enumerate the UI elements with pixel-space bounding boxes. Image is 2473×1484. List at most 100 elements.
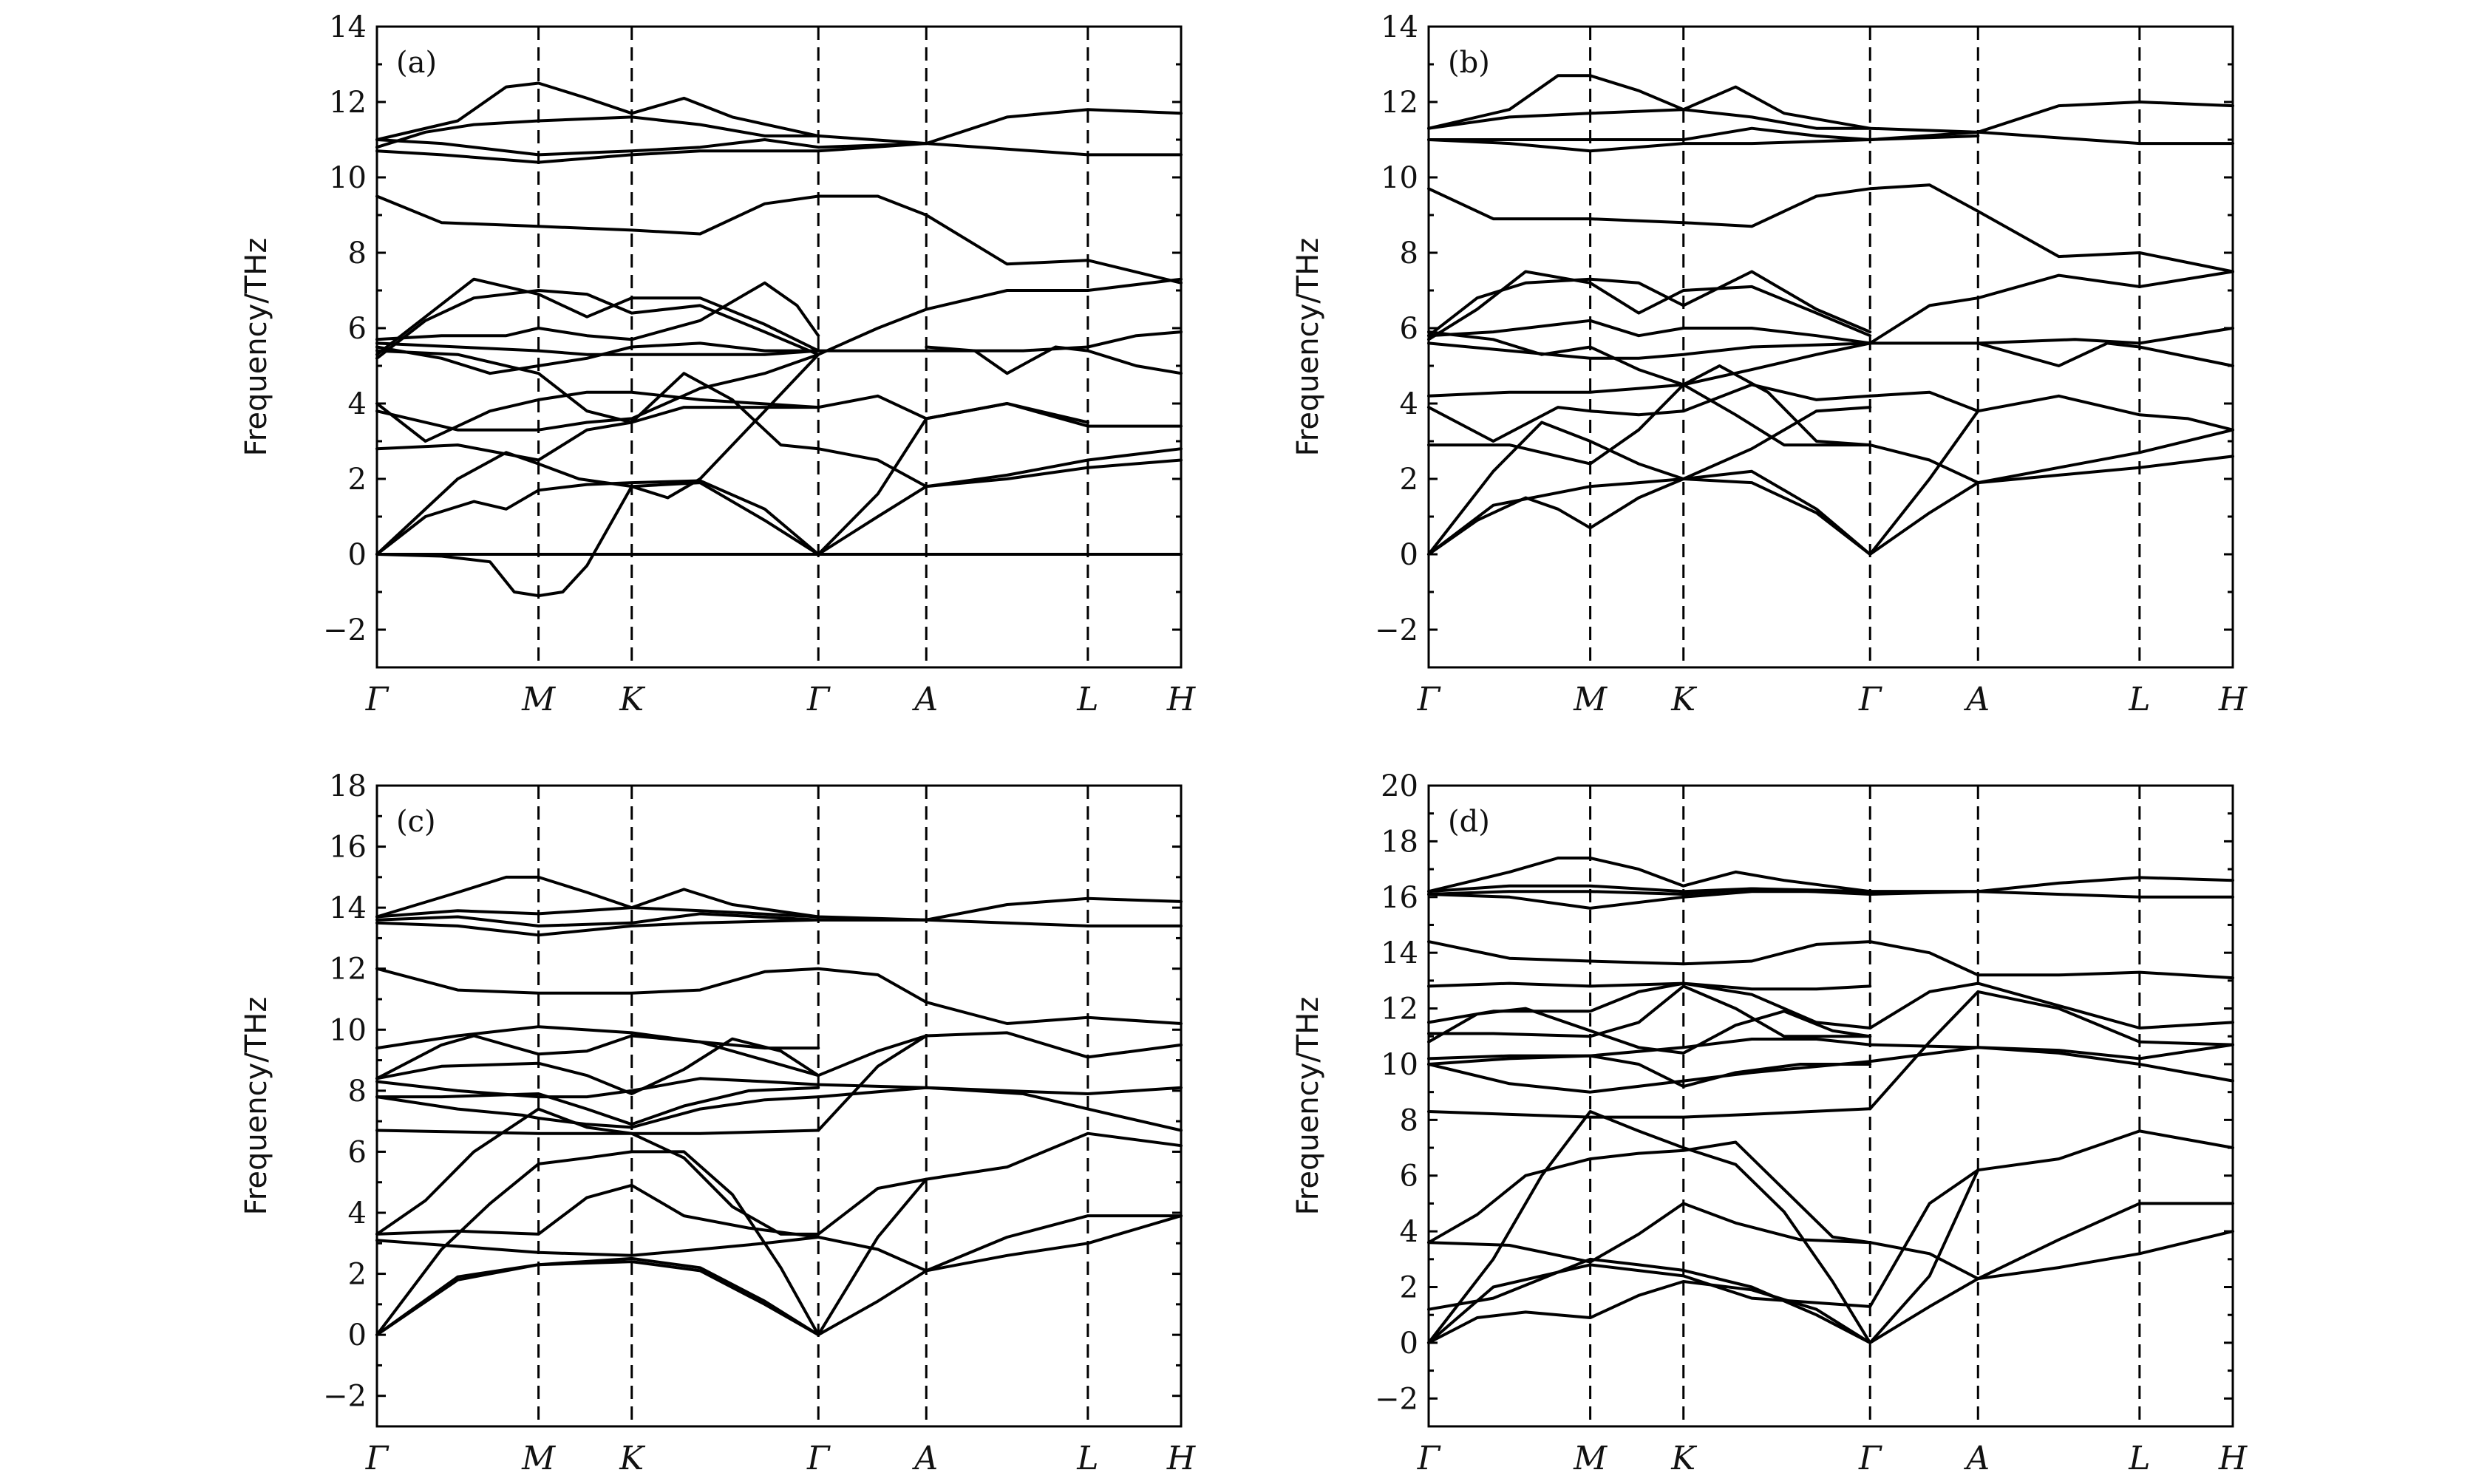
phonon-band — [925, 918, 1183, 928]
phonon-band — [817, 330, 1183, 353]
phonon-band — [1427, 270, 1872, 338]
phonon-band — [1976, 876, 2234, 894]
phonon-band — [1976, 101, 2234, 134]
y-tick-label: 14 — [1381, 10, 1418, 44]
y-axis-label: Frequency/THz — [1291, 238, 1325, 457]
y-tick-label: 2 — [348, 1258, 367, 1292]
panel-label: (b) — [1448, 46, 1490, 80]
phonon-band — [375, 1086, 820, 1126]
y-tick-label: 6 — [1400, 312, 1418, 346]
phonon-band — [375, 277, 820, 356]
plot-frame — [1427, 25, 2234, 669]
phonon-band — [375, 353, 820, 432]
phonon-band — [817, 1086, 1183, 1132]
phonon-band — [817, 277, 1183, 356]
phonon-band — [375, 81, 820, 141]
panel-b: −2 0 2 4 6 8 10 12 14 Γ M K Γ A L H Frequency/THz (b) — [1291, 10, 2248, 718]
y-tick-label: 16 — [329, 831, 367, 865]
plot-frame — [375, 784, 1183, 1428]
phonon-band — [1427, 857, 1872, 894]
phonon-band — [1868, 1129, 2234, 1344]
panel-label: (d) — [1448, 805, 1490, 839]
phonon-band — [375, 1077, 820, 1099]
phonon-band — [1976, 970, 2234, 980]
y-tick-label: −2 — [1375, 1382, 1418, 1416]
y-tick-label: 14 — [329, 10, 367, 44]
y-tick-label: 4 — [1400, 1215, 1418, 1249]
phonon-band — [375, 1107, 820, 1236]
phonon-band — [1868, 455, 2234, 556]
phonon-band — [1427, 469, 1872, 556]
kpoint-label: M — [1573, 1440, 1608, 1477]
phonon-band — [1427, 1060, 1872, 1094]
y-axis-label: Frequency/THz — [239, 238, 273, 457]
phonon-band — [1427, 1280, 1872, 1344]
panel-label: (a) — [396, 46, 437, 80]
phonon-band — [817, 1214, 1183, 1337]
phonon-band — [925, 108, 1183, 146]
y-tick-label: 6 — [348, 312, 367, 346]
phonon-band — [817, 447, 1183, 489]
kpoint-label: H — [2218, 1440, 2248, 1477]
phonon-band — [375, 912, 928, 928]
phonon-band — [1427, 383, 1872, 443]
phonon-band — [1976, 341, 2234, 367]
phonon-band — [1427, 1038, 1872, 1061]
phonon-band — [1868, 1202, 2234, 1281]
kpoint-label: Γ — [1417, 1440, 1441, 1477]
kpoint-label: K — [619, 681, 645, 718]
phonon-band — [375, 1183, 820, 1239]
phonon-band — [1427, 1202, 1872, 1264]
phonon-band — [375, 341, 820, 375]
y-tick-label: 14 — [1381, 936, 1418, 970]
phonon-band — [1976, 209, 2234, 273]
phonon-band — [1427, 984, 1872, 1038]
phonon-band — [375, 194, 928, 236]
phonon-band — [1868, 390, 1980, 413]
y-tick-label: 10 — [329, 1013, 367, 1047]
phonon-band — [375, 390, 820, 443]
phonon-band — [1427, 383, 1872, 466]
y-tick-label: −2 — [323, 1380, 367, 1414]
phonon-band — [375, 1129, 820, 1135]
phonon-band — [375, 138, 928, 157]
phonon-band — [817, 1177, 928, 1236]
phonon-band — [375, 353, 820, 556]
y-tick-label: 2 — [1400, 1271, 1418, 1305]
phonon-band — [375, 875, 820, 919]
y-tick-label: 18 — [1381, 825, 1418, 859]
phonon-band — [375, 406, 820, 462]
kpoint-label: A — [911, 1440, 938, 1477]
phonon-band — [1868, 1043, 2234, 1063]
y-tick-label: −2 — [1375, 613, 1418, 647]
phonon-band — [925, 896, 1183, 922]
phonon-band — [375, 1025, 820, 1050]
y-tick-label: 2 — [348, 463, 367, 497]
phonon-band — [1868, 1230, 2234, 1344]
phonon-band — [1427, 1263, 1872, 1344]
phonon-band — [375, 341, 820, 356]
kpoint-label: Γ — [1858, 681, 1882, 718]
phonon-band — [817, 394, 1089, 424]
kpoint-label: Γ — [806, 681, 831, 718]
y-tick-label: 10 — [329, 161, 367, 195]
y-tick-label: 16 — [1381, 881, 1418, 915]
y-tick-label: 12 — [329, 953, 367, 987]
phonon-band — [1976, 130, 2234, 146]
y-tick-label: 6 — [348, 1135, 367, 1169]
phonon-band — [375, 115, 928, 149]
phonon-band — [375, 1256, 820, 1337]
phonon-band — [817, 1034, 928, 1078]
y-tick-label: 8 — [348, 1075, 367, 1109]
y-tick-label: 2 — [1400, 463, 1418, 497]
phonon-band — [1427, 183, 1980, 228]
y-tick-label: 12 — [1381, 86, 1418, 120]
y-tick-label: 8 — [1400, 1103, 1418, 1137]
phonon-band — [1427, 341, 1872, 360]
phonon-band — [1427, 477, 1872, 556]
kpoint-label: M — [521, 1440, 556, 1477]
phonon-band — [1427, 74, 1872, 130]
phonon-band — [1427, 887, 1980, 896]
phonon-band — [375, 1260, 820, 1337]
phonon-band — [375, 918, 928, 937]
